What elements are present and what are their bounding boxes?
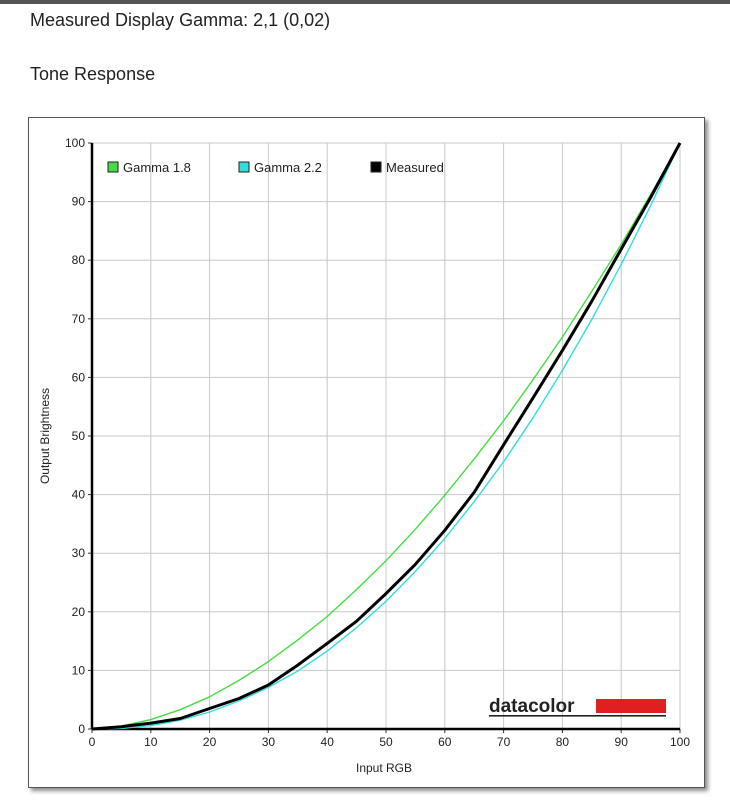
axes: 0 10 20 30 40 50 60 70 80 90 100 0 10 20 30 40 50 60 70 80 9… [65, 136, 690, 749]
x-tick-label: 40 [321, 735, 335, 749]
x-tick-label: 10 [144, 735, 158, 749]
y-tick-label: 90 [72, 195, 86, 209]
y-tick-label: 100 [65, 136, 85, 150]
y-tick-label: 0 [78, 722, 85, 736]
y-tick-label: 20 [72, 605, 86, 619]
grid [92, 142, 681, 729]
y-tick-label: 40 [72, 488, 86, 502]
logo-underline [489, 715, 666, 717]
series-line-gamma-1-8 [91, 142, 681, 730]
y-tick-label: 70 [72, 312, 86, 326]
top-border [0, 0, 730, 4]
x-axis-label: Input RGB [356, 761, 412, 775]
x-tick-label: 80 [556, 735, 570, 749]
logo-text: datacolor [489, 696, 575, 717]
x-tick-label: 70 [497, 735, 511, 749]
legend-label-gamma-1-8: Gamma 1.8 [123, 160, 191, 175]
x-tick-label: 0 [89, 735, 96, 749]
y-tick-label: 80 [72, 253, 86, 267]
x-tick-label: 90 [615, 735, 629, 749]
measured-gamma-heading: Measured Display Gamma: 2,1 (0,02) [30, 10, 331, 30]
legend-swatch-gamma-1-8 [107, 161, 119, 173]
legend-swatch-gamma-2-2 [238, 161, 250, 173]
series-line-measured [91, 142, 682, 731]
x-tick-label: 20 [203, 735, 217, 749]
y-tick-label: 50 [72, 429, 86, 443]
datacolor-logo: datacolor [489, 696, 666, 717]
y-tick-label: 10 [72, 663, 86, 677]
legend-label-gamma-2-2: Gamma 2.2 [254, 160, 322, 175]
series-lines [91, 142, 682, 731]
x-tick-label: 50 [379, 735, 393, 749]
x-tick-label: 100 [670, 735, 690, 749]
chart-frame: 0 10 20 30 40 50 60 70 80 90 100 0 10 20 30 40 50 60 70 80 9… [28, 117, 705, 788]
legend-swatch-measured [370, 161, 382, 173]
series-line-gamma-2-2 [91, 142, 681, 730]
logo-red-bar [596, 699, 666, 713]
x-tick-label: 60 [438, 735, 452, 749]
tone-response-title: Tone Response [30, 64, 156, 84]
x-tick-label: 30 [262, 735, 276, 749]
y-tick-label: 30 [72, 546, 86, 560]
y-axis-label: Output Brightness [38, 388, 52, 484]
legend-label-measured: Measured [386, 160, 444, 175]
legend: Gamma 1.8 Gamma 2.2 Measured [107, 160, 444, 175]
y-tick-label: 60 [72, 370, 86, 384]
tone-response-chart: 0 10 20 30 40 50 60 70 80 90 100 0 10 20 30 40 50 60 70 80 9… [38, 136, 690, 775]
